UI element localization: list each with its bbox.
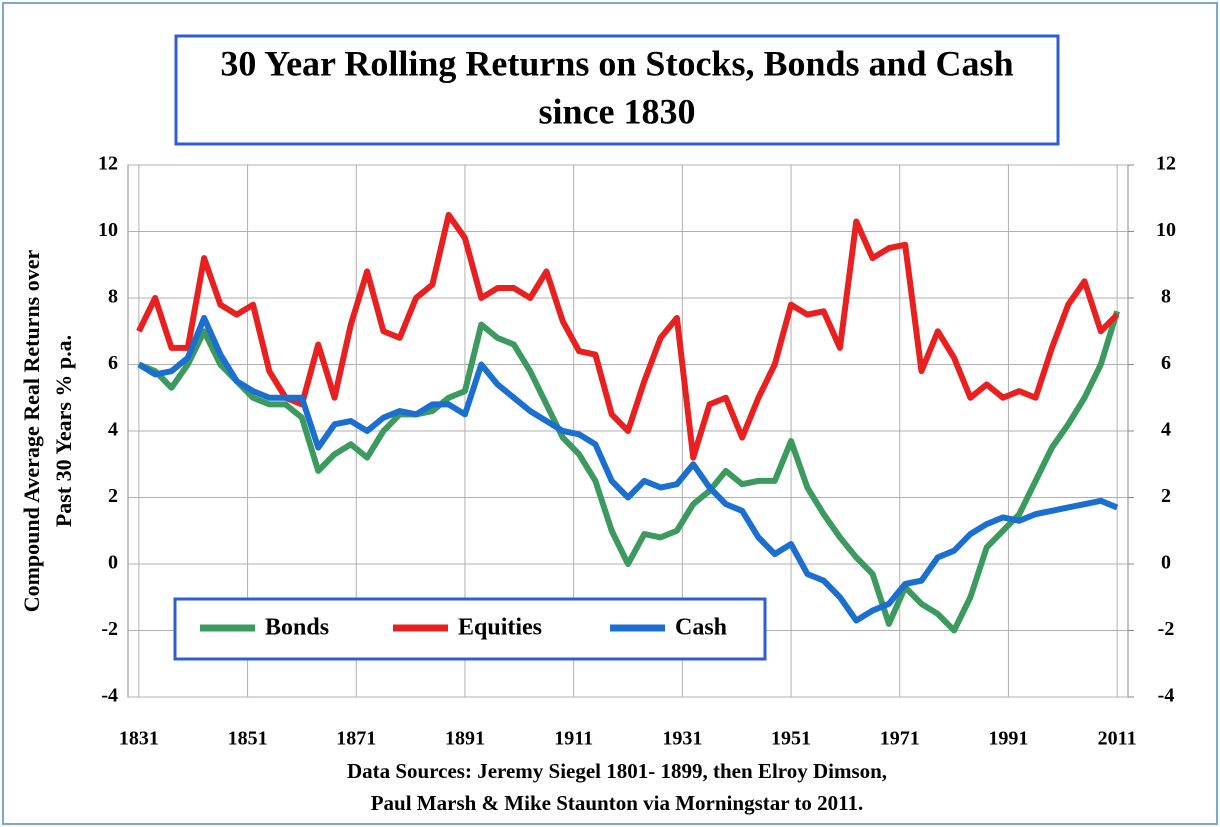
source-note: Paul Marsh & Mike Staunton via Morningst… [371, 791, 864, 815]
y2-tick-label: 6 [1161, 352, 1171, 374]
x-tick-label: 1851 [228, 728, 268, 750]
y-axis-label: Compound Average Real Returns over Past … [19, 249, 76, 612]
chart-title: since 1830 [539, 91, 696, 131]
y-axis-label-line: Past 30 Years % p.a. [51, 335, 76, 527]
y2-tick-label: 0 [1161, 552, 1171, 574]
y-tick-label: 10 [98, 219, 118, 241]
y-tick-label: -4 [101, 685, 118, 707]
y2-tick-label: 2 [1161, 485, 1171, 507]
y2-tick-label: 4 [1161, 419, 1171, 441]
y-tick-label: -2 [101, 618, 118, 640]
source-note: Data Sources: Jeremy Siegel 1801- 1899, … [347, 759, 887, 783]
y-tick-label: 12 [98, 153, 118, 175]
title-box [174, 34, 1060, 146]
legend-label: Equities [458, 615, 542, 641]
x-tick-label: 1831 [119, 728, 159, 750]
y-tick-label: 6 [108, 352, 118, 374]
x-tick-label: 1991 [988, 728, 1028, 750]
y-tick-label: 2 [108, 485, 118, 507]
y2-tick-label: -2 [1158, 618, 1175, 640]
y2-tick-label: 8 [1161, 286, 1171, 308]
plot-area: -4 -2 0 2 4 6 8 10 12 -4 -2 0 2 4 6 8 10 12 1831 1851 1871 18… [98, 153, 1176, 750]
x-tick-label: 1891 [445, 728, 485, 750]
x-tick-label: 1871 [336, 728, 376, 750]
x-tick-label: 1951 [771, 728, 811, 750]
y-axis-label-line: Compound Average Real Returns over [19, 249, 44, 612]
x-tick-label: 1931 [662, 728, 702, 750]
x-tick-label: 1971 [880, 728, 920, 750]
x-tick-label: 2011 [1098, 728, 1137, 750]
y-tick-label: 8 [108, 286, 118, 308]
y2-tick-label: 10 [1156, 219, 1176, 241]
legend-box [173, 597, 767, 661]
x-tick-label: 1911 [554, 728, 593, 750]
chart-title: 30 Year Rolling Returns on Stocks, Bonds… [220, 43, 1013, 83]
y2-tick-label: -4 [1158, 685, 1175, 707]
series-line [137, 314, 1119, 624]
legend-label: Cash [675, 615, 727, 641]
y-tick-label: 4 [108, 419, 118, 441]
y-tick-label: 0 [108, 552, 118, 574]
legend-label: Bonds [265, 615, 329, 641]
series-line [137, 310, 1120, 634]
y2-tick-label: 12 [1156, 153, 1176, 175]
